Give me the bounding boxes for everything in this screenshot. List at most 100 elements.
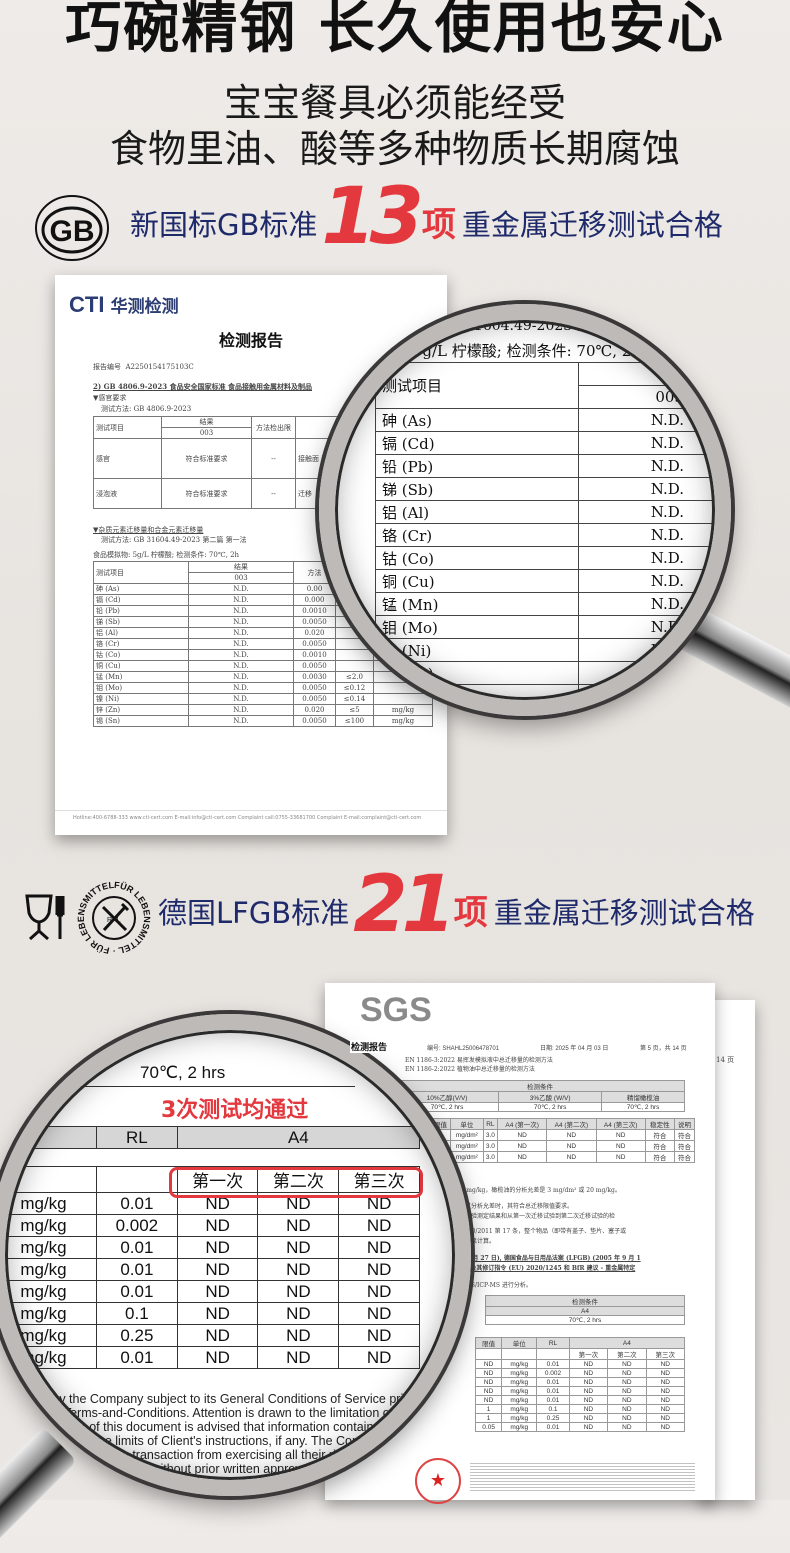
table-cell: ND <box>497 1151 548 1163</box>
cti-report-no: 报告编号 A2250154175103C <box>93 363 194 371</box>
table-cell: 第二次 <box>607 1348 647 1360</box>
table-cell: ND <box>497 1129 548 1141</box>
table-cell: ND <box>568 1404 609 1414</box>
table-cell <box>501 1348 538 1360</box>
table-cell: 符合 <box>644 1151 676 1163</box>
table-cell: 0.01 <box>536 1359 570 1369</box>
table-cell: ND <box>338 1324 420 1347</box>
table-cell: ND <box>257 1258 340 1281</box>
table-cell: N.D. <box>188 693 294 705</box>
table-row: mg/kg 0.1 ND ND ND <box>0 1302 420 1325</box>
cti-condition: 食品模拟物: 5g/L 柠檬酸; 检测条件: 70℃, 2h <box>93 551 240 559</box>
table-cell: N.D. <box>578 684 725 708</box>
table-cell: N.D. <box>188 638 294 650</box>
table-cell: ND <box>546 1151 597 1163</box>
table-cell: ND <box>546 1129 597 1141</box>
table-cell: 符合 <box>644 1140 676 1152</box>
table-row: 镉 (Cd) N.D. <box>375 431 725 455</box>
table-cell: N.D. <box>188 605 294 617</box>
table-cell: 钼 (Mo) <box>375 615 579 639</box>
table-cell: 第一次 <box>568 1348 609 1360</box>
table-cell: ND <box>568 1359 609 1369</box>
table-cell: ND <box>257 1346 340 1369</box>
fine-print-line: parties to a transaction from exercising… <box>67 1448 395 1462</box>
table-header: 限值 单位 RL A4 <box>474 1337 686 1349</box>
table-row: ND mg/kg 0.01 ND ND ND <box>474 1359 686 1369</box>
table-cell: ND <box>568 1386 609 1396</box>
table-cell: 1 <box>474 1404 503 1414</box>
table-cell: 符合 <box>674 1140 695 1152</box>
table-row: mg/kg 0.01 ND ND ND <box>0 1236 420 1259</box>
table-cell: 铝 (Al) <box>93 627 189 639</box>
table-cell: ND <box>338 1302 420 1325</box>
table-subheader: 第一次 第二次 第三次 <box>474 1348 686 1360</box>
table-cell: 锑 (Sb) <box>93 616 189 628</box>
cti-migration-head: ▼杂质元素迁移量和合金元素迁移量 <box>93 526 204 534</box>
table-cell: N.D. <box>578 661 725 685</box>
table-cell: 3.0 <box>482 1151 499 1163</box>
table-cell: 说明 <box>674 1118 695 1130</box>
table-cell: N.D. <box>578 500 725 524</box>
table-cell: ND <box>595 1129 646 1141</box>
table-cell: ND <box>607 1395 647 1405</box>
fine-print-line: document is unlawful and offenders m <box>83 1476 294 1490</box>
table-cell: ND <box>645 1359 686 1369</box>
table-cell: 0.05 <box>474 1422 503 1432</box>
table-row: 钴 (Co) N.D. <box>375 546 725 570</box>
table-cell: 0.01 <box>95 1346 178 1369</box>
table-cell: ND <box>607 1386 647 1396</box>
fine-print-line: within the limits of Client's instructio… <box>59 1434 392 1448</box>
table-cell: 锡 (Sn) <box>93 715 189 727</box>
table-cell: mg/kg <box>501 1386 538 1396</box>
table-row: 铅 (Pb) N.D. <box>375 454 725 478</box>
table-row: ND mg/kg 0.002 ND ND ND <box>474 1368 686 1378</box>
table-cell: N.D. <box>578 408 725 432</box>
table-cell: 0.002 <box>95 1214 178 1237</box>
table-cell: 限值 <box>474 1337 503 1349</box>
table-cell: N.D. <box>578 454 725 478</box>
table-cell: 单位 <box>501 1337 538 1349</box>
gb-count: 13 <box>321 172 424 262</box>
table-cell: mg/kg <box>501 1422 538 1432</box>
table-cell: 0.01 <box>536 1395 570 1405</box>
table-cell: A4 (第三次) <box>595 1118 646 1130</box>
table-cell: 铜 (Cu) <box>93 660 189 672</box>
table-cell: ND <box>645 1395 686 1405</box>
table-cell: N.D. <box>188 671 294 683</box>
table-cell: ND <box>176 1346 259 1369</box>
table-row: mg/dm² 3.0 ND ND ND 符合 符合 <box>430 1151 695 1163</box>
table-cell: ND <box>338 1346 420 1369</box>
table-cell: 砷 (As) <box>375 408 579 432</box>
gb-unit: 项 <box>421 205 456 245</box>
mag-standard: 31604.49-2023 第二 <box>465 318 605 334</box>
table-cell: ND <box>176 1280 259 1303</box>
table-cell: ND <box>338 1258 420 1281</box>
table-cell: N.D. <box>578 592 725 616</box>
ral-food-safe-seal: FÜR LEBENSMITTEL · FÜR LEBENSMITTEL ·RAL <box>75 872 153 956</box>
lfgb-prefix: 德国LFGB标准 <box>158 896 350 930</box>
table-row: 0.05 mg/kg 0.01 ND ND ND <box>474 1422 686 1432</box>
gb-standard-line: 新国标GB标准 13 项 重金属迁移测试合格 <box>130 172 723 262</box>
table-cell: 0.01 <box>95 1192 178 1215</box>
table-cell: 0.01 <box>95 1236 178 1259</box>
sgs-condition-table-2: 检测条件 A4 70℃, 2 hrs <box>485 1295 685 1325</box>
table-cell: mg/kg <box>0 1192 97 1215</box>
table-cell: 符合 <box>674 1129 695 1141</box>
table-cell <box>474 1348 503 1360</box>
sgs-metal-table: 限值 单位 RL A4 第一次 第二次 第三次 ND mg/kg 0.01 ND ND ND ND mg/k… <box>474 1337 686 1432</box>
svg-text:GB: GB <box>50 215 95 248</box>
lfgb-unit: 项 <box>453 893 488 933</box>
table-row: mg/kg 0.002 ND ND ND <box>0 1214 420 1237</box>
table-cell: mg/kg <box>0 1258 97 1281</box>
table-cell: mg/kg <box>0 1280 97 1303</box>
table-cell: 0.01 <box>536 1422 570 1432</box>
table-cell: 钴 (Co) <box>375 546 579 570</box>
table-cell: N.D. <box>188 682 294 694</box>
table-cell: ND <box>257 1214 340 1237</box>
table-row: 镍 (Ni) N.D. <box>375 638 725 662</box>
table-row: 铝 (Al) N.D. <box>375 500 725 524</box>
table-cell: 锡 (Sn) <box>375 684 579 708</box>
table-cell: 0.0050 <box>293 715 336 727</box>
